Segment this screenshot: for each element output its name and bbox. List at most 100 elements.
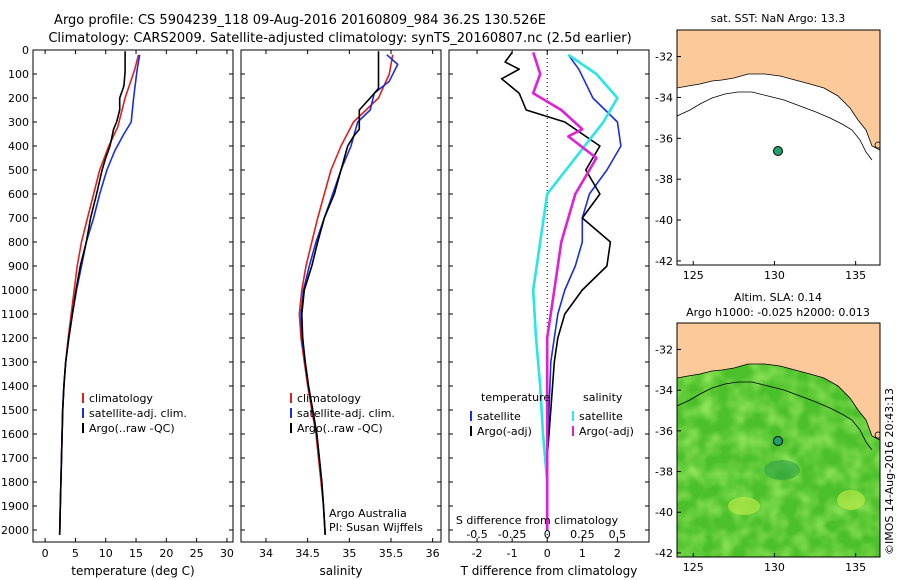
legend-label: climatology [89,392,153,405]
series-line-cyan [531,53,619,530]
map-y-tick-label: -36 [655,425,673,438]
map-y-tick-label: -32 [655,51,673,64]
y-tick-label: 1000 [1,284,29,297]
sla-map-frame [676,322,881,558]
y-tick-label: 1400 [1,380,29,393]
legend-title: temperature [481,391,550,404]
y-tick-label: 200 [8,92,29,105]
y-tick-label: 0 [22,44,29,57]
map-y-tick-label: -38 [655,173,673,186]
sla-land [677,323,880,441]
credit-line: Argo Australia [329,507,407,520]
legend-label: Argo(..raw -QC) [89,422,175,435]
x-tick-label: 0 [42,547,49,560]
x-axis-label: temperature (deg C) [71,564,194,578]
s-tick-label: 0.25 [570,528,595,541]
x-tick-label: 30 [220,547,234,560]
series-group [500,51,622,530]
legend-label: Argo(..raw -QC) [297,422,383,435]
y-tick-label: 1200 [1,332,29,345]
map-x-tick-label: 130 [764,269,785,282]
map-y-tick-label: -42 [655,255,673,268]
panel-frame [240,49,442,543]
series-line-blue [58,54,141,535]
y-tick-label: 1700 [1,452,29,465]
series-line-blue [300,54,399,535]
series-line-red [298,54,394,535]
legend-title: salinity [583,391,623,404]
map-y-tick-label: -40 [655,506,673,519]
series-line-black [301,51,380,535]
y-tick-label: 2000 [1,524,29,537]
y-tick-label: 1300 [1,356,29,369]
map-y-tick-label: -34 [655,91,673,104]
series-line-black [58,51,126,535]
x-tick-label: -1 [507,547,518,560]
sla-argo-marker [773,436,783,446]
sla-map-ticks: 125 130 135 -32 -34 -36 -38 -40 -42 [655,343,866,574]
s-tick-label: -0.25 [498,528,526,541]
map-y-tick-label: -40 [655,214,673,227]
panel-frame [32,49,234,543]
x-tick-label: 15 [129,547,143,560]
difference-panel: -2 -1 0 1 2 T difference from climatology temp… [448,49,650,578]
x-tick-label: 2 [614,547,621,560]
x-tick-label: 10 [99,547,113,560]
x-tick-label: -2 [472,547,483,560]
sla-high-patch [728,497,760,515]
x-tick-label: 0 [544,547,551,560]
legend-label: climatology [297,392,361,405]
legend-label: satellite [477,410,521,423]
legend-label: satellite [579,410,623,423]
map-y-tick-label: -38 [655,466,673,479]
x-tick-label: 1 [579,547,586,560]
series-line-black [500,51,612,530]
y-tick-label: 500 [8,164,29,177]
map-x-tick-label: 135 [845,269,866,282]
y-tick-label: 700 [8,212,29,225]
sst-map: sat. SST: NaN Argo: 13.3 125 130 135 -32 -34… [655,12,881,282]
map-x-tick-label: 125 [683,269,704,282]
x-tick-label: 20 [159,547,173,560]
figure-title-line1: Argo profile: CS 5904239_118 09-Aug-2016… [54,13,546,28]
y-tick-label: 1800 [1,476,29,489]
sst-coast-marker [874,141,880,149]
sst-argo-marker [773,146,783,156]
y-tick-label: 300 [8,116,29,129]
map-x-tick-label: 125 [683,561,704,574]
x-tick-label: 36 [426,547,440,560]
sla-low-patch [764,460,800,480]
map-y-tick-label: -36 [655,132,673,145]
s-tick-label: 0 [544,528,551,541]
y-tick-label: 600 [8,188,29,201]
legend-label: satellite-adj. clim. [89,407,187,420]
temperature-panel: 0100200300400500600700800900100011001200… [1,44,234,578]
y-tick-label: 100 [8,68,29,81]
sla-shelf-contour [677,381,873,451]
x-tick-label: 34 [259,547,273,560]
imos-credit: ©IMOS 14-Aug-2016 20:43:13 [883,388,896,555]
map-y-tick-label: -42 [655,547,673,560]
series-line-magenta [531,51,598,530]
y-tick-label: 1100 [1,308,29,321]
panel-frame [448,49,650,543]
x-tick-label: 5 [72,547,79,560]
x-tick-label: 35 [342,547,356,560]
y-tick-label: 400 [8,140,29,153]
sst-land [677,30,880,151]
sst-map-title: sat. SST: NaN Argo: 13.3 [711,12,845,25]
y-tick-label: 900 [8,260,29,273]
sst-map-frame [676,29,881,266]
sst-shelf-contour [677,91,873,161]
sla-coast-marker [874,431,880,439]
y-tick-label: 1900 [1,500,29,513]
series-line-blue [546,54,622,530]
salinity-panel: 34 34.5 35 35.5 36 salinity climatology satelli… [240,49,442,578]
sla-map-title: Altim. SLA: 0.14 [734,291,822,304]
x-tick-label: 34.5 [295,547,320,560]
s-axis-label: S difference from climatology [456,514,619,527]
y-tick-label: 1600 [1,428,29,441]
legend-label: Argo(-adj) [477,425,532,438]
map-x-tick-label: 130 [764,561,785,574]
